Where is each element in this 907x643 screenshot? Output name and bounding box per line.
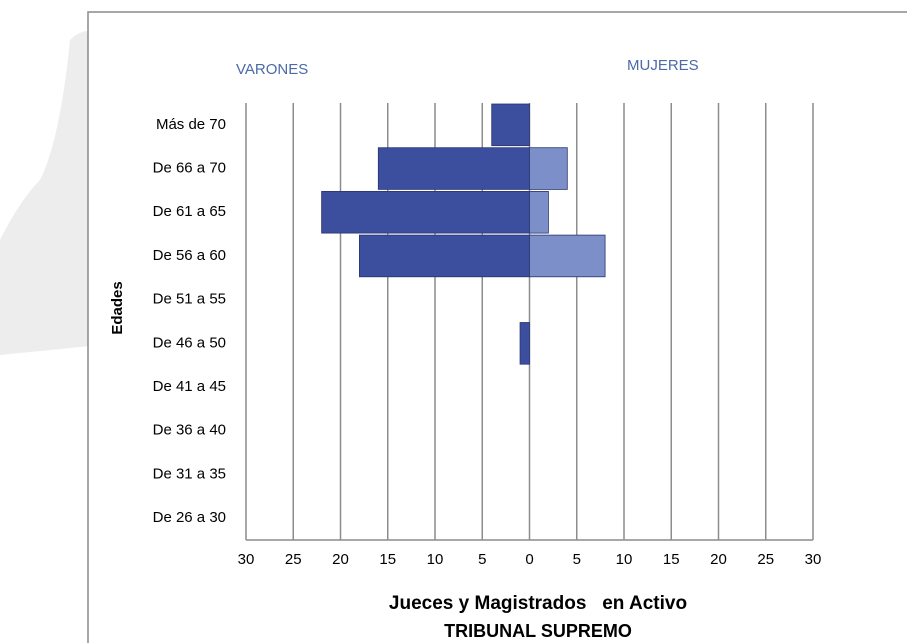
- y-tick-label: De 41 a 45: [153, 378, 226, 395]
- x-tick-label: 5: [573, 551, 581, 568]
- bar: [359, 235, 529, 277]
- y-tick-label: De 46 a 50: [153, 334, 226, 351]
- x-tick-label: 5: [478, 551, 486, 568]
- x-tick-label: 10: [427, 551, 444, 568]
- bar: [378, 148, 529, 190]
- y-tick-label: De 51 a 55: [153, 291, 226, 308]
- y-tick-label: De 56 a 60: [153, 247, 226, 264]
- x-tick-label: 30: [238, 551, 255, 568]
- bar: [492, 104, 530, 146]
- y-tick-label: De 61 a 65: [153, 203, 226, 220]
- x-tick-label: 20: [332, 551, 349, 568]
- y-tick-label: Más de 70: [156, 116, 226, 133]
- y-tick-label: De 36 a 40: [153, 422, 226, 439]
- x-tick-label: 20: [710, 551, 727, 568]
- x-tick-label: 25: [757, 551, 774, 568]
- y-axis-label: Edades: [109, 281, 126, 334]
- x-tick-label: 30: [805, 551, 822, 568]
- x-tick-label: 10: [616, 551, 633, 568]
- subtitle: TRIBUNAL SUPREMO: [444, 621, 632, 641]
- x-axis-title: Jueces y Magistrados en Activo: [389, 593, 687, 614]
- bar: [530, 148, 568, 190]
- y-tick-label: De 66 a 70: [153, 160, 226, 177]
- bar: [530, 235, 606, 277]
- chart: VARONES MUJERES Edades Jueces y Magistra…: [0, 0, 907, 643]
- x-tick-label: 15: [663, 551, 680, 568]
- y-tick-label: De 26 a 30: [153, 509, 226, 526]
- legend-entry: VARONES: [236, 61, 308, 78]
- bar: [530, 191, 549, 233]
- x-tick-label: 15: [379, 551, 396, 568]
- bar: [520, 323, 529, 365]
- bar: [322, 191, 530, 233]
- x-tick-label: 0: [525, 551, 533, 568]
- x-tick-label: 25: [285, 551, 302, 568]
- legend-entry: MUJERES: [627, 57, 699, 74]
- y-tick-label: De 31 a 35: [153, 465, 226, 482]
